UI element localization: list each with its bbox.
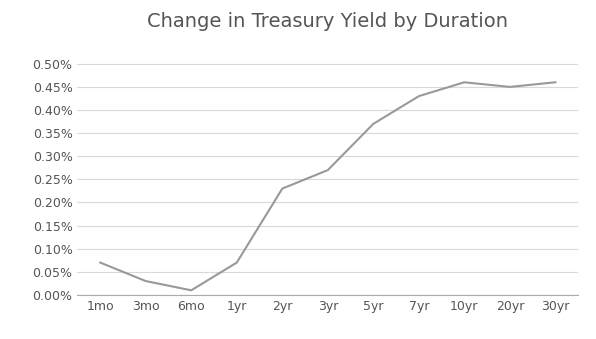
Title: Change in Treasury Yield by Duration: Change in Treasury Yield by Duration	[147, 12, 508, 31]
